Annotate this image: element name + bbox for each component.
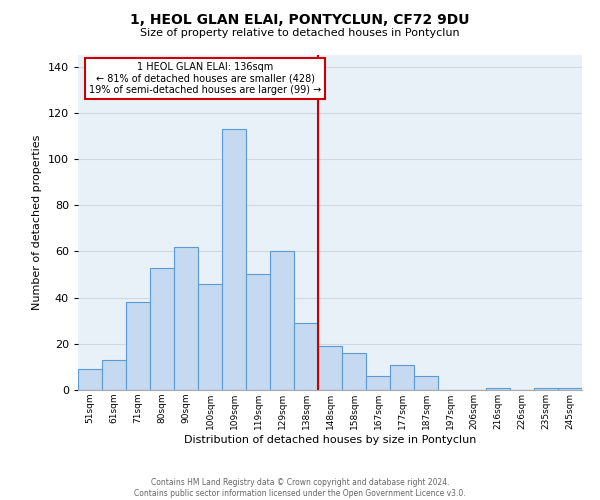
Text: 1, HEOL GLAN ELAI, PONTYCLUN, CF72 9DU: 1, HEOL GLAN ELAI, PONTYCLUN, CF72 9DU: [130, 12, 470, 26]
Bar: [390, 364, 414, 390]
Bar: [558, 388, 582, 390]
Text: 1 HEOL GLAN ELAI: 136sqm
← 81% of detached houses are smaller (428)
19% of semi-: 1 HEOL GLAN ELAI: 136sqm ← 81% of detach…: [89, 62, 322, 95]
Bar: [222, 129, 246, 390]
Bar: [486, 388, 510, 390]
Bar: [366, 376, 390, 390]
Bar: [318, 346, 342, 390]
Bar: [342, 353, 366, 390]
Bar: [174, 247, 198, 390]
Text: Contains HM Land Registry data © Crown copyright and database right 2024.
Contai: Contains HM Land Registry data © Crown c…: [134, 478, 466, 498]
Bar: [78, 369, 102, 390]
Bar: [534, 388, 558, 390]
Bar: [270, 252, 294, 390]
X-axis label: Distribution of detached houses by size in Pontyclun: Distribution of detached houses by size …: [184, 434, 476, 444]
Bar: [150, 268, 174, 390]
Bar: [102, 360, 126, 390]
Y-axis label: Number of detached properties: Number of detached properties: [32, 135, 42, 310]
Text: Size of property relative to detached houses in Pontyclun: Size of property relative to detached ho…: [140, 28, 460, 38]
Bar: [246, 274, 270, 390]
Bar: [126, 302, 150, 390]
Bar: [294, 323, 318, 390]
Bar: [414, 376, 438, 390]
Bar: [198, 284, 222, 390]
